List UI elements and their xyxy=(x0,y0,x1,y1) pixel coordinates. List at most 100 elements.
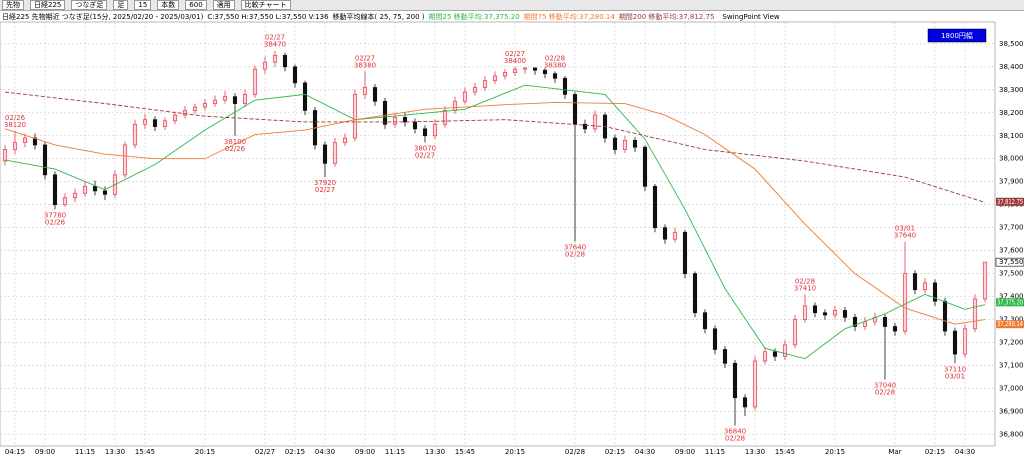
range-box xyxy=(927,28,987,43)
toolbar-item[interactable]: 本数 xyxy=(157,0,180,10)
candle-body xyxy=(762,351,768,362)
candle-body xyxy=(362,87,368,95)
candle-body xyxy=(232,96,238,104)
x-tick-label: 20:15 xyxy=(505,448,525,456)
swing-date: 02/28 xyxy=(875,388,895,396)
candle-body xyxy=(322,144,328,164)
x-tick-label: 09:00 xyxy=(675,448,695,456)
toolbar-item[interactable]: 15 xyxy=(134,0,152,10)
candle-body xyxy=(72,192,78,199)
candle-body xyxy=(222,96,228,101)
candle-body xyxy=(772,351,778,357)
chart-title: 日経225 先物期近 つなぎ足(15分, 2025/02/20 - 2025/0… xyxy=(2,13,204,21)
axis-value-label: 37,812.75 xyxy=(997,198,1023,206)
ohlcv: C:37,550 H:37,550 L:37,550 V:136 xyxy=(207,13,329,21)
candle-body xyxy=(332,142,338,164)
toolbar-item[interactable]: 600 xyxy=(185,0,207,10)
candle-body xyxy=(132,123,138,146)
x-tick-label: 02/27 xyxy=(255,448,275,456)
x-tick-label: 04:30 xyxy=(315,448,335,456)
candle-body xyxy=(612,137,618,150)
legend-name: 期間200 移動平均: xyxy=(618,13,679,21)
swing-price: 38400 xyxy=(504,57,526,65)
candle-body xyxy=(862,321,868,327)
toolbar-item[interactable]: 先物 xyxy=(2,0,24,10)
x-tick-label: 04:15 xyxy=(5,448,25,456)
candle-body xyxy=(752,360,758,408)
toolbar-item[interactable]: 日経225 xyxy=(30,0,66,10)
candle-body xyxy=(832,310,838,316)
y-tick-label: 38,500 xyxy=(999,40,1024,48)
candle-body xyxy=(942,300,948,332)
swing-price: 37640 xyxy=(894,231,916,239)
candle-body xyxy=(252,68,258,95)
candle-body xyxy=(292,66,298,84)
swing-price: 37040 xyxy=(874,381,896,389)
toolbar-item[interactable]: 適用 xyxy=(212,0,235,10)
swing-date: 03/01 xyxy=(895,224,915,232)
candle-body xyxy=(712,328,718,350)
ma-title: 移動平均線本( 25, 75, 200 ) xyxy=(332,13,425,21)
swing-date: 02/27 xyxy=(415,152,435,160)
x-tick-label: 13:30 xyxy=(425,448,445,456)
x-tick-label: 09:00 xyxy=(35,448,55,456)
y-tick-label: 37,500 xyxy=(999,270,1024,278)
plot-area xyxy=(0,21,996,447)
legend-name: 期間75 移動平均: xyxy=(523,13,580,21)
candle-body xyxy=(682,231,688,274)
swing-date: 02/28 xyxy=(545,54,565,62)
candle-body xyxy=(922,282,928,291)
candle-body xyxy=(592,114,598,130)
swing-date: 02/26 xyxy=(45,218,66,226)
y-tick-label: 36,800 xyxy=(999,431,1024,439)
candle-body xyxy=(672,231,678,240)
toolbar-item[interactable]: つなぎ足 xyxy=(71,0,108,10)
swing-date: 02/27 xyxy=(355,54,375,62)
swing-date: 02/28 xyxy=(725,434,745,442)
swing-date: 02/27 xyxy=(505,50,525,58)
swing-price: 36840 xyxy=(724,427,746,435)
candle-body xyxy=(902,273,908,332)
candle-body xyxy=(552,73,558,79)
candle-body xyxy=(142,119,148,125)
toolbar-item[interactable]: 比較チャート xyxy=(240,0,291,10)
ma-line xyxy=(4,101,986,325)
x-tick-label: 20:15 xyxy=(195,448,215,456)
x-tick-label: 15:45 xyxy=(135,448,155,456)
swing-price: 38100 xyxy=(224,138,246,146)
swing-date: 02/28 xyxy=(795,277,815,285)
candle-body xyxy=(742,397,748,408)
y-tick-label: 38,300 xyxy=(999,86,1024,94)
x-tick-label: 04:30 xyxy=(635,448,655,456)
candle-body xyxy=(852,316,858,327)
swing-price: 37920 xyxy=(314,179,336,187)
candle-body xyxy=(482,80,488,88)
toolbar: 先物 日経225 つなぎ足足 15 本数 600 適用 比較チャート xyxy=(0,0,1024,11)
candle-body xyxy=(402,117,408,123)
candle-body xyxy=(962,328,968,355)
candle-body xyxy=(182,110,188,116)
candle-body xyxy=(412,121,418,130)
y-tick-label: 37,700 xyxy=(999,224,1024,232)
candle-body xyxy=(632,140,638,148)
x-tick-label: 13:30 xyxy=(105,448,125,456)
candle-body xyxy=(262,61,268,70)
swing-price: 38380 xyxy=(544,61,566,69)
candle-body xyxy=(972,298,978,330)
candle-body xyxy=(432,123,438,137)
candle-body xyxy=(512,68,518,73)
candle-body xyxy=(342,137,348,144)
candle-body xyxy=(952,330,958,355)
candle-body xyxy=(192,106,198,111)
y-tick-label: 37,000 xyxy=(999,385,1024,393)
candle-body xyxy=(302,82,308,111)
toolbar-item[interactable]: 足 xyxy=(113,0,129,10)
candle-body xyxy=(722,349,728,364)
candle-body xyxy=(242,94,248,104)
